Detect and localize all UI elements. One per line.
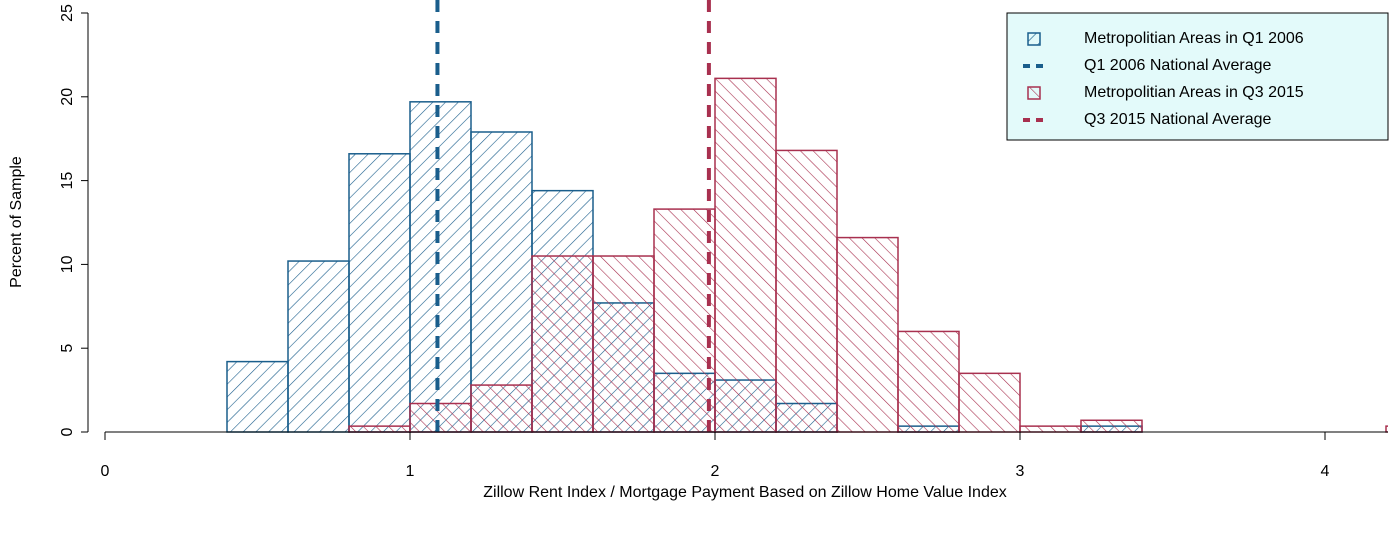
x-tick-label: 1 [406, 463, 415, 480]
histogram-bar [1385, 425, 1388, 433]
legend-label: Q1 2006 National Average [1084, 57, 1272, 74]
histogram-bar [348, 153, 411, 433]
x-tick-label: 3 [1016, 463, 1025, 480]
y-tick-label: 10 [59, 255, 76, 273]
legend: Metropolitian Areas in Q1 2006 Q1 2006 Na… [1006, 12, 1389, 141]
histogram-bar [714, 77, 777, 433]
histogram-bar [836, 236, 899, 433]
histogram-bar [226, 360, 289, 433]
x-axis-label: Zillow Rent Index / Mortgage Payment Bas… [483, 484, 1007, 501]
y-axis-label: Percent of Sample [8, 156, 25, 288]
histogram-bar [470, 384, 533, 433]
y-tick-label: 25 [59, 4, 76, 22]
y-tick-label: 15 [59, 172, 76, 190]
plot-area [226, 0, 1388, 433]
histogram-bar [348, 425, 411, 433]
x-tick-label: 4 [1321, 463, 1330, 480]
histogram-bar [531, 255, 594, 433]
y-tick-label: 5 [59, 344, 76, 353]
legend-label: Q3 2015 National Average [1084, 111, 1272, 128]
x-tick-label: 2 [711, 463, 720, 480]
legend-swatch [1027, 86, 1041, 100]
legend-label: Metropolitian Areas in Q1 2006 [1084, 30, 1304, 47]
histogram-bar [592, 255, 655, 433]
histogram-bar [897, 330, 960, 433]
histogram-bar [958, 372, 1021, 433]
y-tick-label: 0 [59, 427, 76, 436]
histogram-bar [409, 402, 472, 433]
histogram-bar [653, 208, 716, 433]
histogram-bar [409, 101, 472, 433]
histogram-bar [1019, 425, 1082, 433]
histogram-bar [1080, 419, 1143, 433]
x-tick-label: 0 [101, 463, 110, 480]
axes: 0 1 2 3 4 0 5 10 15 20 25 [59, 4, 1388, 480]
legend-label: Metropolitian Areas in Q3 2015 [1084, 84, 1304, 101]
histogram-bar [287, 260, 350, 433]
y-tick-label: 20 [59, 88, 76, 106]
legend-box [1006, 12, 1389, 141]
histogram-bar [775, 149, 838, 433]
legend-swatch [1027, 32, 1041, 46]
